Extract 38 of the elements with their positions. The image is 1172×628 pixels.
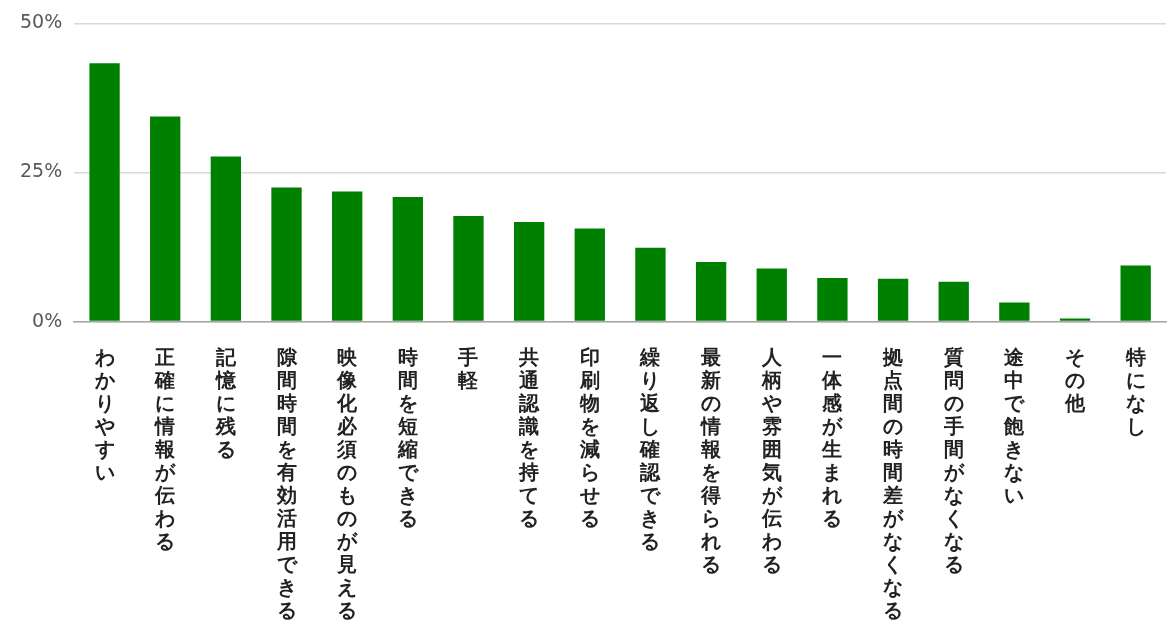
category-label: 質問の手間がなくなる — [943, 345, 964, 576]
bar — [453, 216, 484, 321]
x-tick-label: 手軽 — [457, 345, 480, 392]
x-tick-label: 途中で飽きない — [1003, 345, 1026, 507]
category-label: 隙間時間を有効活用できる — [276, 345, 297, 622]
x-tick-label: その他 — [1064, 345, 1086, 415]
x-tick-label: 共通認識を持てる — [518, 345, 541, 530]
x-tick-label: 一体感が生まれる — [821, 345, 844, 530]
y-tick-label: 50% — [20, 10, 63, 33]
bar — [150, 116, 181, 321]
bar — [635, 247, 666, 321]
bar — [999, 302, 1030, 321]
category-label: 正確に情報が伝わる — [155, 345, 176, 553]
category-label: 拠点間の時間差がなくなる — [883, 345, 904, 622]
bar — [695, 261, 727, 321]
bar — [817, 278, 848, 321]
bar — [756, 268, 787, 321]
bar — [89, 63, 120, 321]
bar — [392, 196, 423, 321]
bar — [877, 278, 909, 321]
y-tick-label: 25% — [20, 159, 63, 182]
category-label: 最新の情報を得られる — [701, 345, 722, 576]
bar — [271, 187, 302, 321]
bar — [938, 281, 969, 321]
y-tick-label: 0% — [32, 308, 63, 331]
bar — [1120, 265, 1151, 321]
bar — [574, 228, 605, 321]
x-tick-label: 記憶に残る — [214, 345, 237, 461]
bar — [210, 156, 242, 321]
bar — [332, 191, 363, 321]
bar — [513, 222, 545, 321]
x-tick-label: 印刷物を減らせる — [578, 345, 601, 530]
category-label: 繰り返し確認できる — [640, 345, 661, 553]
category-label: 映像化必須のものが見える — [337, 345, 358, 622]
x-tick-label: 時間を短縮できる — [396, 345, 419, 530]
category-label: 人柄や雰囲気が伝わる — [761, 345, 782, 576]
x-tick-label: 特になし — [1124, 345, 1147, 438]
x-tick-label: わかりやすい — [93, 345, 116, 484]
